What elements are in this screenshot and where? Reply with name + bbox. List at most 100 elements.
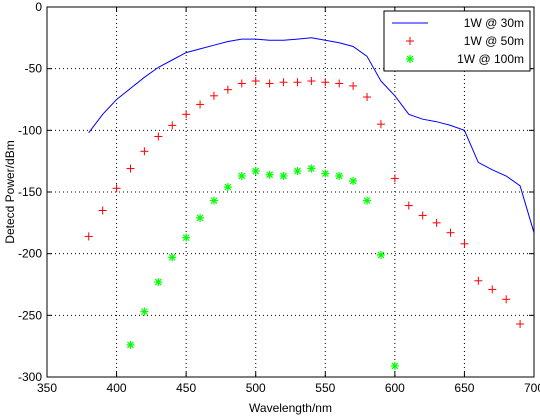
data-point [126,340,135,349]
legend-item-1: 1W @ 30m [392,16,524,30]
data-point [418,211,427,220]
data-point [98,206,107,215]
legend-label: 1W @ 30m [464,16,524,30]
data-point [112,184,121,193]
legend-item-2: 1W @ 50m [406,34,524,48]
data-point [390,361,399,370]
data-point [182,233,191,242]
legend-items: 1W @ 30m 1W @ 50m 1W @ 100m [392,16,524,66]
x-tick-label: 500 [246,381,266,395]
x-tick-label: 450 [176,381,196,395]
marker-stroke [140,308,148,316]
marker-stroke [127,341,134,349]
legend: 1W @ 30m 1W @ 50m 1W @ 100m [383,10,531,72]
legend-item-3: 1W @ 100m [406,52,524,66]
data-point [460,239,469,248]
legend-label: 1W @ 50m [464,34,524,48]
marker-stroke [349,177,357,185]
legend-marker-swatch [406,37,414,45]
series-1 [88,37,535,233]
marker-stroke [307,165,315,172]
marker-stroke [168,253,176,261]
data-point [265,79,274,88]
series-3 [126,164,399,370]
data-point [154,278,163,287]
data-point [196,100,205,109]
data-point [363,93,372,102]
y-tick-label: -250 [18,308,42,322]
data-point [321,169,330,178]
data-point [223,85,232,94]
data-point [168,253,177,262]
y-tick-label: -50 [25,62,43,76]
marker-stroke [154,278,162,286]
x-tick-label: 400 [107,381,127,395]
y-tick-label: -200 [18,247,42,261]
x-tick-label: 650 [454,381,474,395]
data-point [376,250,385,259]
data-point [265,170,274,179]
marker-stroke [294,167,301,175]
marker-stroke [363,197,371,205]
marker-stroke [321,170,329,177]
data-point [140,307,149,316]
data-point [279,171,288,180]
data-point [154,132,163,141]
series-layer [84,37,535,370]
marker-stroke [377,251,385,259]
data-point [432,218,441,227]
data-point [516,319,525,328]
marker-stroke [335,172,343,180]
data-point [488,285,497,294]
data-point [335,171,344,180]
data-point [251,167,260,176]
data-point [126,164,135,173]
data-point [307,164,316,173]
grid-layer [47,7,534,377]
data-point [349,176,358,185]
y-tick-label: -100 [18,123,42,137]
y-tick-label: 0 [35,0,42,14]
x-axis-label: Wavelength/nm [249,401,332,415]
legend-label: 1W @ 100m [457,52,524,66]
marker-stroke [280,172,287,180]
data-point [474,276,483,285]
marker-stroke [210,197,218,205]
data-point [363,196,372,205]
marker-stroke [196,214,204,222]
data-point [307,77,316,85]
x-tick-label: 350 [37,381,57,395]
y-tick-label: -300 [18,370,42,384]
data-point [237,171,246,180]
data-point [223,183,232,192]
marker-stroke [224,183,232,191]
data-point [279,78,288,87]
data-point [182,110,191,119]
data-point [335,79,344,88]
data-point [209,91,218,100]
marker-stroke [182,234,190,242]
data-point [209,196,218,205]
data-point [196,213,205,222]
marker-stroke [252,167,260,175]
data-point [84,232,93,241]
ticks-layer: 350 400 450 500 550 600 650 700 -300 -250 -200 -150… [18,0,540,395]
data-point [502,295,511,304]
data-point [293,78,302,87]
data-point [140,147,149,156]
data-point [446,228,455,237]
data-point [168,121,177,130]
data-point [237,79,246,88]
series-2 [84,77,525,328]
data-point [390,174,399,183]
y-tick-label: -150 [18,185,42,199]
x-tick-label: 550 [315,381,335,395]
x-tick-label: 700 [524,381,540,395]
data-point [321,78,330,87]
data-point [293,167,302,176]
marker-stroke [238,172,246,180]
marker-stroke [391,362,399,370]
marker-stroke [406,55,414,63]
data-point [404,201,413,210]
